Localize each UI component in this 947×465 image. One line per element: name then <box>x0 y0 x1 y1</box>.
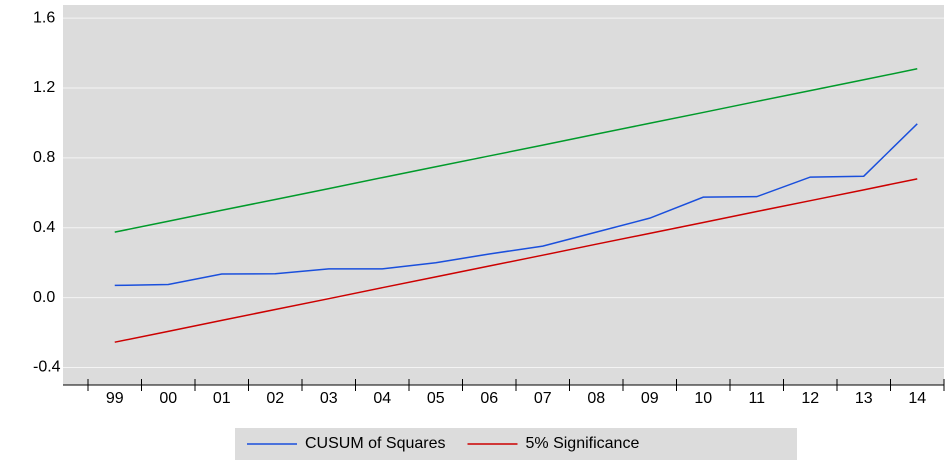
x-tick-label: 10 <box>694 390 712 407</box>
x-tick-label: 00 <box>159 390 177 407</box>
x-tick-label: 11 <box>748 390 765 407</box>
plot-area <box>63 5 944 385</box>
y-tick-label: 0.4 <box>33 219 55 236</box>
x-tick-label: 01 <box>213 390 231 407</box>
legend-label: CUSUM of Squares <box>305 435 446 452</box>
legend-label: 5% Significance <box>526 435 640 452</box>
x-tick-label: 14 <box>908 390 926 407</box>
x-tick-label: 05 <box>427 390 445 407</box>
y-tick-label: 0.0 <box>33 289 55 306</box>
x-tick-label: 06 <box>480 390 498 407</box>
x-tick-label: 13 <box>855 390 873 407</box>
x-tick-label: 99 <box>106 390 124 407</box>
x-tick-label: 04 <box>373 390 391 407</box>
y-tick-label: -0.4 <box>33 359 61 376</box>
x-tick-label: 02 <box>266 390 284 407</box>
y-tick-label: 1.6 <box>33 9 55 26</box>
x-tick-label: 09 <box>641 390 659 407</box>
series-line <box>114 68 918 233</box>
series-line <box>114 123 918 287</box>
x-tick-label: 08 <box>587 390 605 407</box>
x-tick-label: 12 <box>801 390 819 407</box>
series-line <box>114 178 918 343</box>
y-tick-label: 0.8 <box>33 149 55 166</box>
y-tick-label: 1.2 <box>33 79 55 96</box>
x-tick-label: 07 <box>534 390 552 407</box>
x-tick-label: 03 <box>320 390 338 407</box>
